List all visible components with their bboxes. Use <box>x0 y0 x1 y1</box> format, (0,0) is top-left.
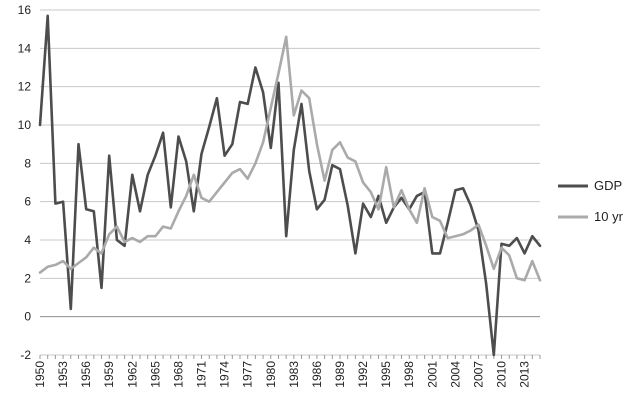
x-tick-label: 2007 <box>471 361 485 388</box>
x-tick-label: 1950 <box>33 361 47 388</box>
x-tick-label: 2001 <box>425 361 439 388</box>
x-tick-label: 1989 <box>333 361 347 388</box>
series-lines <box>38 14 542 357</box>
y-tick-label: 2 <box>24 271 31 285</box>
legend: GDP 10 yr <box>558 178 624 224</box>
x-tick-label: 1986 <box>310 361 324 388</box>
y-tick-label: 12 <box>18 80 32 94</box>
x-tick-label: 1968 <box>171 361 185 388</box>
x-tick-label: 1974 <box>218 361 232 388</box>
y-tick-label: 8 <box>24 156 31 170</box>
y-tick-label: 10 <box>18 118 32 132</box>
y-tick-label: 16 <box>18 3 32 17</box>
axes: -2 0 2 4 6 8 10 12 14 16 1950 1953 1956 1959 1962 1965 1… <box>18 3 541 388</box>
x-tick-label: 1965 <box>148 361 162 388</box>
x-tick-label: 1953 <box>56 361 70 388</box>
x-tick-label: 2004 <box>448 361 462 388</box>
x-tick-label: 1962 <box>125 361 139 388</box>
x-tick-label: 1995 <box>379 361 393 388</box>
legend-label: 10 yr <box>594 209 624 224</box>
series-line-10-yr <box>38 35 542 282</box>
x-tick-label: 1977 <box>241 361 255 388</box>
y-tick-label: -2 <box>20 348 31 362</box>
x-tick-label: 2013 <box>518 361 532 388</box>
legend-label: GDP <box>594 178 622 193</box>
x-tick-label: 1998 <box>402 361 416 388</box>
x-tick-label: 2010 <box>495 361 509 388</box>
x-tick-label: 1980 <box>264 361 278 388</box>
x-tick-label: 1983 <box>287 361 301 388</box>
x-tick-label: 1959 <box>102 361 116 388</box>
series-line-gdp <box>38 14 542 357</box>
y-tick-label: 4 <box>24 233 31 247</box>
x-tick-label: 1956 <box>79 361 93 388</box>
y-tick-label: 0 <box>24 310 31 324</box>
y-tick-label: 14 <box>18 41 32 55</box>
y-tick-label: 6 <box>24 195 31 209</box>
x-tick-label: 1992 <box>356 361 370 388</box>
x-tick-label: 1971 <box>195 361 209 388</box>
